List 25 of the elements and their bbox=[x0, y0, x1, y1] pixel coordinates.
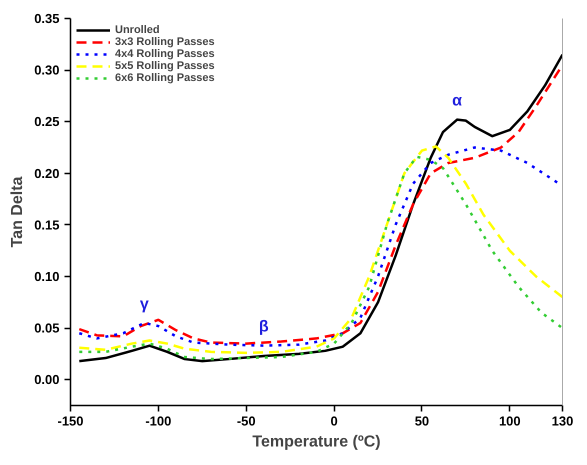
x-tick-label: -50 bbox=[236, 414, 256, 428]
legend-label: Unrolled bbox=[115, 24, 160, 36]
legend-label: 5x5 Rolling Passes bbox=[115, 60, 215, 72]
x-tick-label: 130 bbox=[552, 414, 574, 428]
annotation: γ bbox=[140, 296, 149, 313]
y-tick-label: 0.20 bbox=[34, 166, 60, 181]
x-tick-label: -150 bbox=[57, 414, 84, 428]
annotation: α bbox=[452, 92, 462, 110]
legend-label: 4x4 Rolling Passes bbox=[115, 48, 215, 60]
legend-label: 3x3 Rolling Passes bbox=[115, 36, 215, 48]
annotation: β bbox=[258, 318, 269, 336]
legend-label: 6x6 Rolling Passes bbox=[115, 72, 215, 84]
y-tick-label: 0.35 bbox=[34, 11, 60, 26]
y-axis-title: Tan Delta bbox=[9, 176, 26, 248]
x-tick-label: 100 bbox=[498, 414, 521, 428]
y-tick-label: 0.00 bbox=[34, 372, 60, 388]
y-tick-label: 0.10 bbox=[34, 269, 60, 284]
y-tick-label: 0.25 bbox=[34, 114, 60, 130]
x-tick-label: -100 bbox=[145, 414, 172, 428]
y-tick-label: 0.30 bbox=[34, 62, 60, 78]
x-axis-title: Temperature (ºC) bbox=[252, 434, 381, 450]
x-tick-label: 0 bbox=[330, 414, 338, 428]
x-tick-label: 50 bbox=[414, 414, 430, 428]
y-tick-label: 0.05 bbox=[34, 320, 60, 336]
y-tick-label: 0.15 bbox=[34, 217, 60, 232]
